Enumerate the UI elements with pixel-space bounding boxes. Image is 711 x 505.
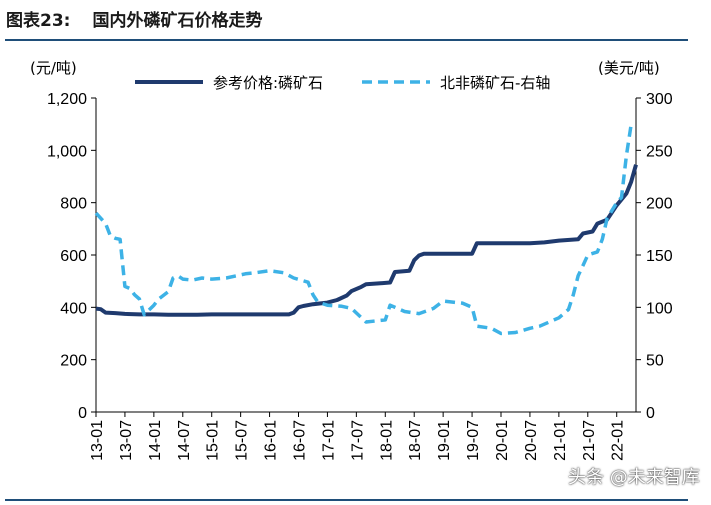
legend-label-1: 参考价格:磷矿石: [213, 74, 323, 92]
x-tick-label: 19-01: [436, 420, 453, 461]
y-left-tick-label: 1,000: [47, 143, 87, 160]
y-left-tick-label: 200: [60, 353, 87, 370]
title-rule: [5, 39, 688, 41]
y-left-tick-label: 600: [60, 248, 87, 265]
figure-title-text: 国内外磷矿石价格走势: [92, 11, 263, 31]
x-tick-label: 14-07: [176, 420, 193, 461]
y-right-tick-label: 300: [646, 91, 673, 108]
series-line-2: [94, 123, 633, 336]
y-left-tick-label: 1,200: [47, 91, 87, 108]
x-tick-label: 20-01: [494, 420, 511, 461]
y-right-tick-label: 250: [646, 143, 673, 160]
y-left-tick-label: 0: [78, 405, 87, 422]
y-left-tick-label: 400: [60, 300, 87, 317]
x-tick-label: 20-07: [523, 420, 540, 461]
x-tick-label: 18-01: [378, 420, 395, 461]
y-right-tick-label: 200: [646, 196, 673, 213]
x-tick-label: 16-01: [263, 420, 280, 461]
x-tick-label: 15-07: [234, 420, 251, 461]
x-tick-label: 22-01: [610, 420, 627, 461]
x-tick-label: 17-01: [320, 420, 337, 461]
y-right-tick-label: 0: [646, 405, 655, 422]
y-left-unit: (元/吨): [30, 59, 77, 77]
x-tick-label: 15-01: [205, 420, 222, 461]
watermark: 头条 @未来智库: [568, 467, 700, 488]
y-right-tick-label: 150: [646, 248, 673, 265]
x-tick-label: 19-07: [465, 420, 482, 461]
x-tick-label: 13-07: [118, 420, 135, 461]
x-tick-label: 21-01: [552, 420, 569, 461]
x-tick-label: 21-07: [581, 420, 598, 461]
legend-label-2: 北非磷矿石-右轴: [440, 74, 550, 92]
x-tick-label: 13-01: [89, 420, 106, 461]
series-line-1: [95, 164, 638, 317]
x-tick-label: 16-07: [292, 420, 309, 461]
y-left-tick-label: 800: [60, 196, 87, 213]
bottom-rule: [5, 499, 688, 501]
x-tick-label: 18-07: [407, 420, 424, 461]
x-tick-label: 17-07: [349, 420, 366, 461]
y-right-unit: (美元/吨): [598, 59, 660, 77]
figure-label: 图表23:: [6, 11, 71, 31]
figure-title: 图表23: 国内外磷矿石价格走势: [6, 6, 262, 31]
x-tick-label: 14-01: [147, 420, 164, 461]
y-right-tick-label: 50: [646, 353, 664, 370]
y-right-tick-label: 100: [646, 300, 673, 317]
